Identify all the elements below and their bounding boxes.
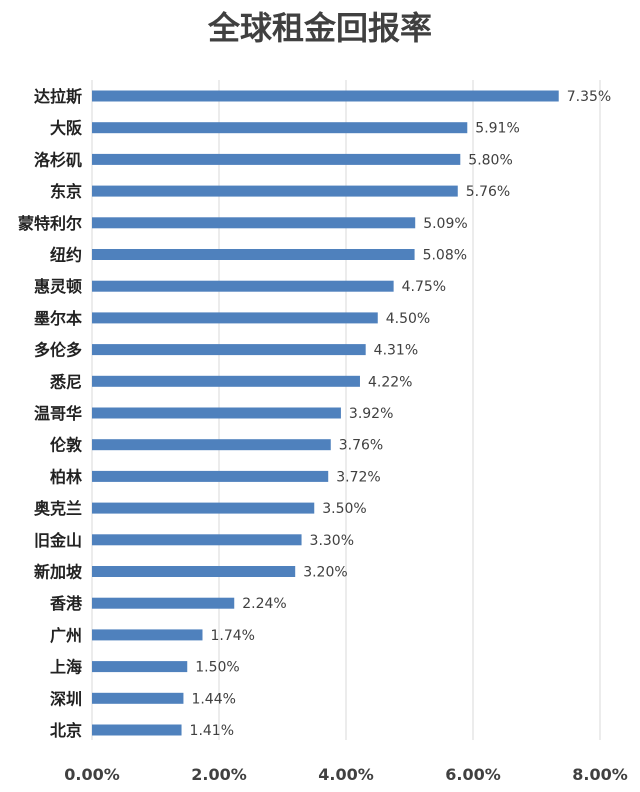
category-label: 蒙特利尔	[18, 214, 82, 233]
x-tick-label: 4.00%	[318, 765, 374, 784]
labels: 0.00% 2.00% 4.00% 6.00% 8.00% 达拉斯 7.35% 大阪 5.91%…	[18, 87, 628, 784]
bar	[92, 692, 184, 704]
bar	[92, 90, 559, 102]
category-label: 惠灵顿	[34, 277, 82, 296]
x-tick-label: 0.00%	[64, 765, 120, 784]
bar	[92, 344, 366, 356]
value-label: 3.30%	[310, 533, 354, 549]
bar	[92, 470, 329, 482]
chart-title: 全球租金回报率	[207, 9, 432, 47]
bar	[92, 249, 415, 260]
value-label: 1.74%	[210, 628, 254, 644]
category-label: 伦敦	[50, 436, 83, 455]
category-label: 纽约	[50, 246, 82, 265]
value-label: 4.22%	[368, 374, 412, 390]
bar	[92, 153, 461, 165]
category-label: 奥克兰	[34, 499, 82, 518]
bar	[92, 217, 416, 229]
category-label: 新加坡	[34, 563, 83, 582]
value-label: 5.80%	[468, 152, 512, 168]
bar	[92, 534, 302, 546]
category-label: 东京	[50, 182, 82, 201]
bar	[92, 566, 296, 577]
bar	[92, 312, 378, 324]
value-label: 4.50%	[386, 311, 430, 327]
value-label: 2.24%	[242, 596, 286, 612]
value-label: 3.72%	[336, 469, 380, 485]
value-label: 1.50%	[195, 660, 239, 676]
bar	[92, 122, 468, 134]
category-label: 上海	[50, 658, 82, 677]
x-tick-label: 6.00%	[445, 765, 501, 784]
category-label: 广州	[50, 626, 82, 645]
value-label: 5.09%	[423, 216, 467, 232]
category-label: 深圳	[50, 689, 82, 708]
bars	[92, 90, 559, 736]
bar	[92, 629, 203, 641]
bar	[92, 407, 341, 419]
x-tick-label: 2.00%	[191, 765, 247, 784]
category-label: 香港	[49, 594, 83, 613]
category-label: 达拉斯	[34, 87, 82, 106]
category-label: 北京	[50, 721, 82, 740]
value-label: 3.92%	[349, 406, 393, 422]
category-label: 墨尔本	[34, 309, 82, 328]
value-label: 1.41%	[190, 723, 234, 739]
bar	[92, 439, 331, 451]
value-label: 7.35%	[567, 89, 611, 105]
bar	[92, 280, 394, 292]
bar	[92, 724, 182, 736]
value-label: 3.20%	[303, 565, 347, 581]
category-label: 多伦多	[34, 341, 82, 360]
value-label: 3.76%	[339, 438, 383, 454]
value-label: 3.50%	[322, 501, 366, 517]
bar	[92, 185, 458, 197]
value-label: 5.76%	[466, 184, 510, 200]
value-label: 5.08%	[423, 248, 467, 264]
x-tick-label: 8.00%	[572, 765, 628, 784]
bar	[92, 597, 235, 609]
category-label: 柏林	[50, 467, 82, 486]
category-label: 温哥华	[33, 404, 82, 423]
bar	[92, 375, 360, 387]
value-label: 4.31%	[374, 343, 418, 359]
bar	[92, 661, 188, 673]
category-label: 悉尼	[49, 372, 82, 391]
category-label: 大阪	[50, 119, 83, 138]
value-label: 5.91%	[475, 121, 519, 137]
value-label: 4.75%	[402, 279, 446, 295]
value-label: 1.44%	[191, 691, 235, 707]
category-label: 旧金山	[34, 531, 82, 550]
category-label: 洛杉矶	[34, 150, 82, 169]
bar	[92, 502, 315, 514]
